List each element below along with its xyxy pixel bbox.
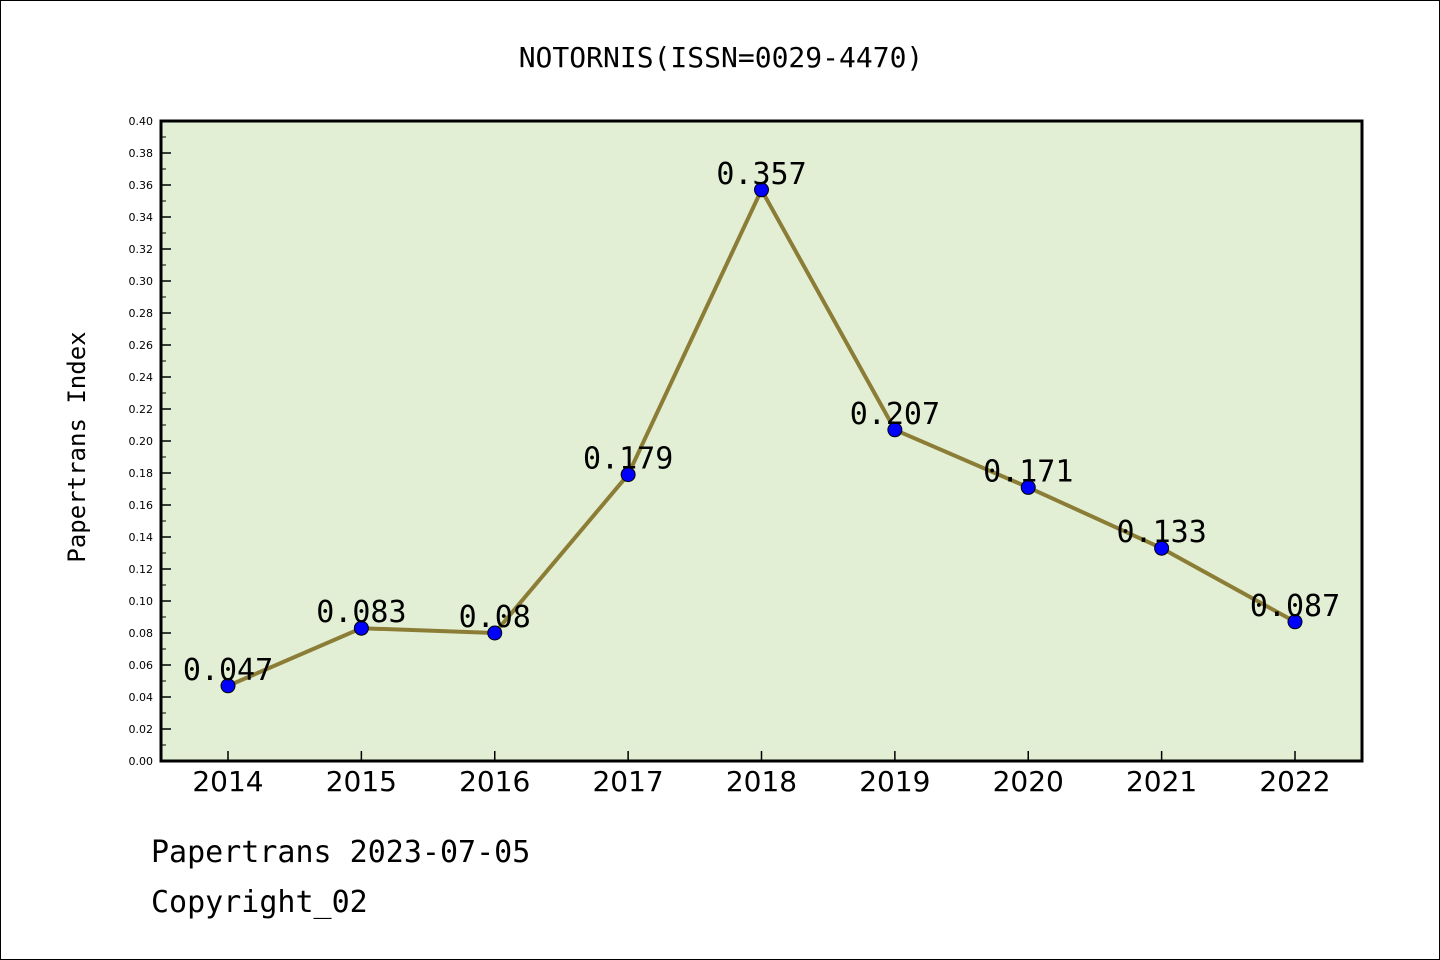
data-label-2019: 0.207 [850,397,940,432]
data-label-2015: 0.083 [316,595,406,630]
y-tick-label: 0.04 [129,691,154,704]
x-tick-label: 2021 [1126,765,1197,798]
y-tick-label: 0.18 [129,467,154,480]
data-point-2018 [754,182,769,198]
y-tick-label: 0.22 [129,403,154,416]
y-tick-label: 0.40 [129,115,154,128]
y-tick-label: 0.38 [129,147,154,160]
y-tick-label: 0.08 [129,627,154,640]
x-axis-ticks: 2014 2015 2016 2017 2018 2019 2020 2021 2022 [192,751,1331,798]
data-labels: 0.047 0.083 0.08 0.179 0.357 0.207 0.171 0.133 0… [183,157,1340,688]
data-label-2020: 0.171 [983,454,1073,489]
data-label-2017: 0.179 [583,442,673,477]
y-tick-label: 0.24 [129,371,154,384]
y-tick-label: 0.12 [129,563,154,576]
x-tick-label: 2017 [592,765,663,798]
y-tick-label: 0.02 [129,723,154,736]
y-tick-label: 0.32 [129,243,154,256]
y-axis-ticks: 0.00 0.02 0.04 0.06 0.08 0.10 0.12 0.14 0.16 0.18… [129,115,171,768]
data-point-2015 [353,620,369,636]
plot-border [159,119,1364,763]
y-tick-label: 0.00 [129,755,154,768]
data-label-2022: 0.087 [1250,589,1340,624]
data-point-2016 [487,625,503,641]
y-tick-label: 0.34 [129,211,154,224]
data-point-2014 [220,678,236,694]
y-tick-label: 0.14 [129,531,154,544]
data-point-2022 [1287,614,1303,630]
y-tick-label: 0.26 [129,339,154,352]
data-point-2019 [887,422,903,438]
chart-title: NOTORNIS(ISSN=0029-4470) [519,41,924,74]
x-tick-label: 2015 [326,765,397,798]
x-tick-label: 2019 [859,765,930,798]
data-point-2020 [1020,479,1036,495]
data-label-2021: 0.133 [1116,515,1206,550]
y-tick-label: 0.10 [129,595,154,608]
y-axis-label: Papertrans Index [63,331,91,562]
y-tick-label: 0.06 [129,659,154,672]
data-label-2014: 0.047 [183,653,273,688]
x-tick-label: 2018 [726,765,797,798]
data-point-2021 [1154,540,1170,556]
x-tick-label: 2022 [1259,765,1330,798]
y-tick-label: 0.20 [129,435,154,448]
data-point-2017 [620,467,636,483]
plot-area [161,121,1362,761]
footer-copyright: Copyright_02 [151,885,368,920]
data-label-2016: 0.08 [459,600,531,635]
data-markers [220,182,1303,694]
y-tick-label: 0.30 [129,275,154,288]
x-tick-label: 2014 [192,765,263,798]
y-tick-label: 0.28 [129,307,154,320]
x-tick-label: 2020 [993,765,1064,798]
footer-date: Papertrans 2023-07-05 [151,835,531,870]
data-label-2018: 0.357 [716,157,806,192]
y-tick-label: 0.16 [129,499,154,512]
x-tick-label: 2016 [459,765,530,798]
y-tick-label: 0.36 [129,179,154,192]
